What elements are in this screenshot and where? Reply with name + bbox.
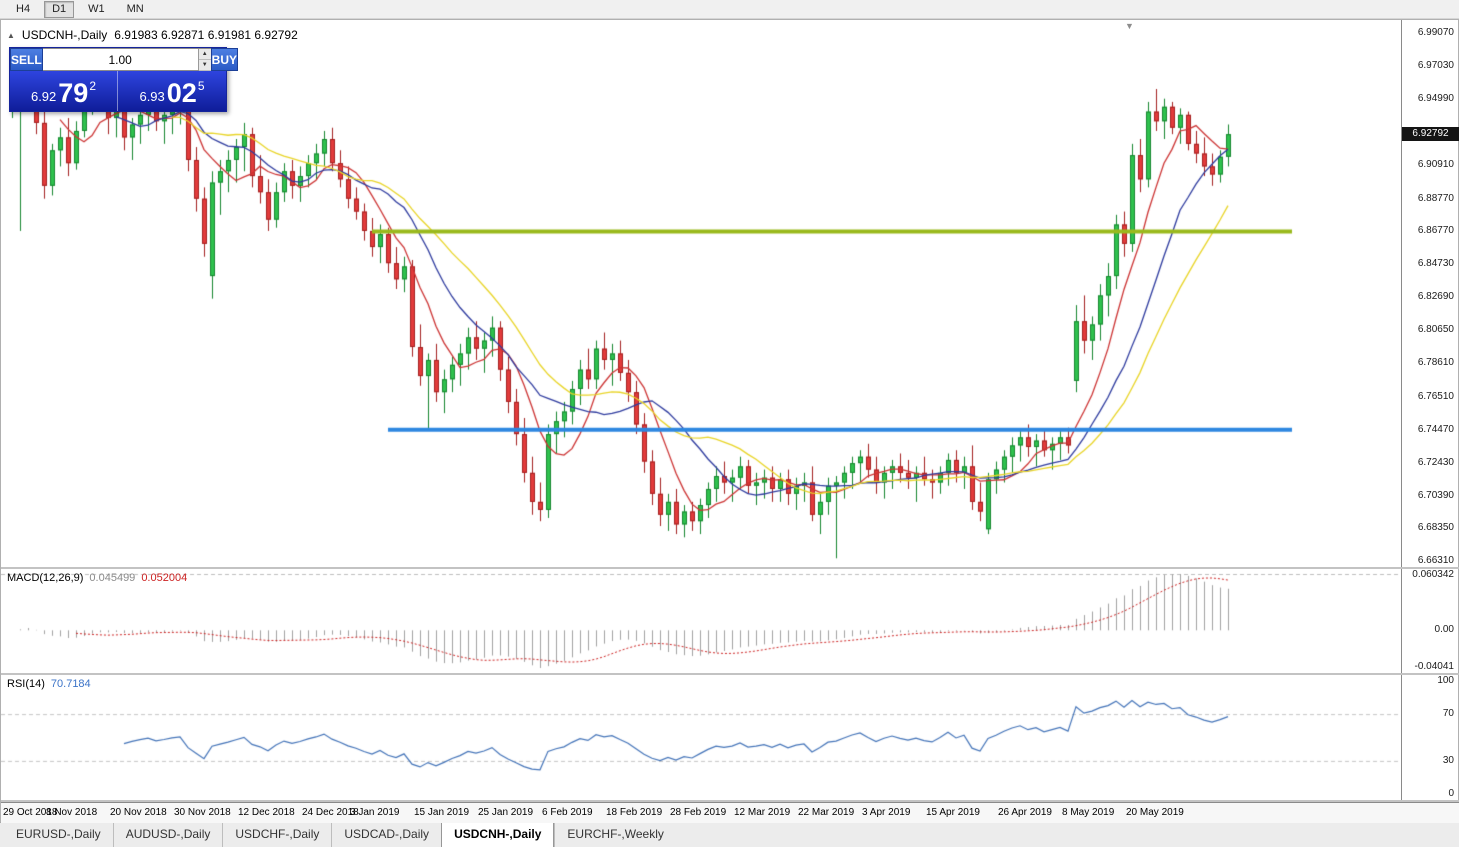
period-button-mn[interactable]: MN [126,2,144,15]
macd-scale-label: -0.04041 [1414,661,1454,672]
buy-price-big: 02 [166,78,197,108]
rsi-name: RSI(14) [7,678,45,690]
rsi-value: 70.7184 [50,678,91,690]
date-axis-label: 20 May 2019 [1126,807,1184,818]
current-price-value: 6.92792 [1412,128,1449,140]
date-axis-label: 18 Feb 2019 [606,807,663,818]
price-scale-label: 6.90910 [1417,158,1454,170]
macd-value: 0.045499 [89,572,136,584]
time-axis[interactable]: 29 Oct 2018 8 Nov 2018 20 Nov 2018 30 Nov 2… [1,802,1459,823]
price-scale-label: 6.72430 [1417,456,1454,468]
chart-window: ▲ USDCNH-,Daily 6.91983 6.92871 6.91981 … [0,19,1459,823]
volume-down-icon[interactable]: ▼ [198,60,211,71]
sell-price-sup: 2 [89,79,97,93]
date-axis-label: 3 Apr 2019 [862,807,911,818]
date-axis-label: 26 Apr 2019 [998,807,1052,818]
volume-field-wrap: ▲ ▼ [42,48,211,71]
price-scale-separator [1401,20,1402,802]
volume-input[interactable] [42,49,198,70]
current-price-tag: 6.92792 [1402,127,1459,142]
price-scale-label: 6.82690 [1417,291,1454,303]
date-axis-label: 29 Oct 2018 [3,807,58,818]
chart-tab-usdcnh-daily[interactable]: USDCNH-,Daily [441,822,555,847]
volume-spinner: ▲ ▼ [197,49,211,71]
buy-price-sup: 5 [197,79,205,93]
date-axis-label: 15 Jan 2019 [414,807,470,818]
period-toolbar: H4 D1 W1 MN [0,0,1459,19]
one-click-trading-panel: SELL ▲ ▼ BUY 6.92 79 2 6.93 02 5 [9,47,239,112]
chart-tab-usdcad-daily[interactable]: USDCAD-,Daily [331,823,441,847]
rsi-label: RSI(14) 70.7184 [7,678,91,690]
macd-scale-label: 0.00 [1434,624,1454,636]
macd-label: MACD(12,26,9) 0.045499 0.052004 [7,572,187,584]
date-axis-label: 28 Feb 2019 [670,807,727,818]
sell-price-display[interactable]: 6.92 79 2 [10,71,118,111]
panel-separator-rsi[interactable] [1,673,1459,675]
price-scale-label: 6.94990 [1417,92,1454,104]
sell-price-big: 79 [58,78,89,108]
buy-price-display[interactable]: 6.93 02 5 [118,71,226,111]
collapse-arrow-icon[interactable]: ▲ [7,30,15,40]
chart-ohlc-values: 6.91983 6.92871 6.91981 6.92792 [114,28,298,42]
main-chart-canvas[interactable] [1,20,1401,567]
price-scale-label: 6.66310 [1417,555,1454,567]
date-axis-label: 12 Mar 2019 [734,807,791,818]
date-axis-label: 8 Nov 2018 [46,807,98,818]
date-axis-label: 6 Feb 2019 [542,807,593,818]
price-scale-label: 6.84730 [1417,258,1454,270]
date-axis-label: 24 Dec 2018 [302,807,359,818]
price-scale-label: 6.88770 [1417,193,1454,205]
macd-signal-value: 0.052004 [141,572,188,584]
chart-shift-marker-icon[interactable]: ▼ [1125,21,1134,31]
volume-up-icon[interactable]: ▲ [198,49,211,60]
period-button-h4[interactable]: H4 [16,2,31,15]
panel-separator-axis [1,800,1459,802]
chart-tab-eurchf-weekly[interactable]: EURCHF-,Weekly [554,823,675,847]
panel-separator-macd[interactable] [1,567,1459,569]
chart-title: ▲ USDCNH-,Daily 6.91983 6.92871 6.91981 … [7,28,298,42]
sell-button[interactable]: SELL [10,48,43,71]
macd-scale-label: 0.060342 [1412,569,1454,580]
chart-tab-usdchf-daily[interactable]: USDCHF-,Daily [222,823,331,847]
price-scale-label: 6.86770 [1417,225,1454,237]
chart-tab-eurusd-daily[interactable]: EURUSD-,Daily [16,827,101,841]
date-axis-label: 22 Mar 2019 [798,807,855,818]
date-axis-label: 20 Nov 2018 [110,807,167,818]
sell-price-whole: 6.92 [30,89,57,104]
date-axis-label: 12 Dec 2018 [238,807,295,818]
price-scale-label: 6.76510 [1417,390,1454,402]
chart-symbol-period: USDCNH-,Daily [21,28,108,42]
chart-tab-audusd-daily[interactable]: AUDUSD-,Daily [112,823,223,847]
price-scale-label: 6.74470 [1417,423,1454,435]
date-axis-label: 3 Jan 2019 [350,807,400,818]
rsi-scale-label: 70 [1442,708,1454,720]
rsi-scale-label: 100 [1437,675,1454,686]
date-axis-label: 30 Nov 2018 [174,807,231,818]
price-scale-label: 6.97030 [1417,59,1454,71]
date-axis-label: 25 Jan 2019 [478,807,534,818]
chart-tab-bar: EURUSD-,Daily AUDUSD-,Daily USDCHF-,Daily U… [0,822,1459,847]
price-scale-label: 6.80650 [1417,324,1454,336]
rsi-scale-label: 0 [1448,788,1454,799]
price-scale-label: 6.99070 [1417,27,1454,39]
rsi-scale-label: 30 [1442,754,1454,766]
buy-button[interactable]: BUY [210,48,239,71]
rsi-indicator-canvas[interactable] [1,675,1401,800]
date-axis-label: 15 Apr 2019 [926,807,980,818]
macd-name: MACD(12,26,9) [7,572,84,584]
macd-indicator-canvas[interactable] [1,569,1401,673]
buy-price-whole: 6.93 [139,89,165,104]
price-scale-label: 6.68350 [1417,522,1454,534]
date-axis-label: 8 May 2019 [1062,807,1115,818]
period-button-d1[interactable]: D1 [44,0,75,18]
price-scale-label: 6.78610 [1417,357,1454,368]
period-button-w1[interactable]: W1 [88,2,105,15]
price-scale-label: 6.70390 [1417,489,1454,501]
